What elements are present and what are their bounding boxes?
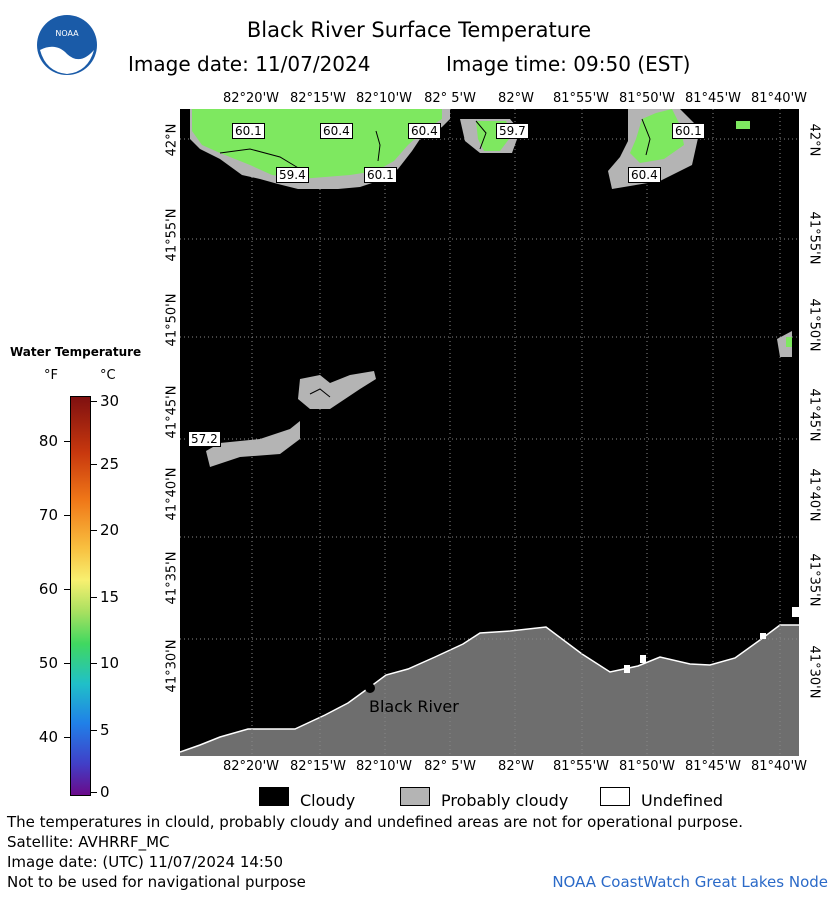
longitude-label: 81°50'W [618,759,676,774]
land-area [180,625,799,756]
longitude-label: 81°40'W [750,91,808,106]
legend-c-tick: 30 [100,392,120,410]
legend-tick-mark [64,737,70,738]
latitude-label: 41°50'N [164,293,180,347]
longitude-label: 82°10'W [355,91,413,106]
latitude-label: 41°35'N [806,553,822,607]
legend-tick-mark [64,663,70,664]
legend-tick-mark [91,730,97,731]
temp-label: 60.1 [672,123,705,139]
latitude-label: 41°30'N [164,639,180,693]
color-scale-bar [70,396,91,796]
legend-c-tick: 25 [100,455,120,473]
legend-c-tick: 0 [100,783,110,801]
longitude-label: 81°50'W [618,91,676,106]
longitude-label: 82°15'W [289,759,347,774]
legend-unit-f: °F [44,368,58,383]
legend-f-tick: 80 [38,432,58,450]
legend-c-tick: 15 [100,588,120,606]
undefined-swatch [600,787,630,806]
map-title: Black River Surface Temperature [246,18,592,42]
latitude-label: 41°30'N [806,645,822,699]
temp-label: 59.4 [276,167,309,183]
shoreline [180,624,799,753]
temp-label: 60.1 [232,123,265,139]
legend-c-tick: 20 [100,521,120,539]
legend-tick-mark [64,441,70,442]
cloudy-label: Cloudy [300,791,356,810]
noaa-logo: NOAA [37,15,97,75]
longitude-label: 82°W [498,91,534,106]
image-time: Image time: 09:50 (EST) [446,52,691,76]
image-date: Image date: 11/07/2024 [128,52,371,76]
undefined-label: Undefined [641,791,724,810]
warm-water-areas [192,109,792,347]
legend-tick-mark [91,792,97,793]
longitude-label: 82°W [498,759,534,774]
latitude-label: 42°N [164,123,180,157]
legend-unit-c: °C [100,368,116,383]
latitude-label: 41°35'N [164,551,180,605]
temp-label: 57.2 [188,431,221,447]
legend-title: Water Temperature [10,345,142,359]
temp-label: 60.4 [320,123,353,139]
temperature-map: 60.1 60.4 60.4 59.7 60.1 59.4 60.1 60.4 … [180,109,799,756]
latitude-label: 41°45'N [806,388,822,442]
temp-label: 60.4 [408,123,441,139]
map-canvas [180,109,799,756]
longitude-label: 82° 5'W [424,91,476,106]
legend-tick-mark [91,464,97,465]
temp-label: 60.1 [364,167,397,183]
utc-date-text: Image date: (UTC) 11/07/2024 14:50 [7,853,284,871]
temp-label: 59.7 [496,123,529,139]
temperature-contours [219,118,651,398]
legend-tick-mark [91,597,97,598]
latitude-label: 41°55'N [806,211,822,265]
logo-text: NOAA [55,29,79,38]
latitude-label: 42°N [806,123,822,157]
longitude-label: 82°20'W [222,759,280,774]
satellite-text: Satellite: AVHRRF_MC [7,833,170,851]
legend-f-tick: 40 [38,728,58,746]
disclaimer-text: The temperatures in clould, probably clo… [7,813,744,831]
longitude-label: 81°55'W [552,759,610,774]
legend-c-tick: 5 [100,721,110,739]
undefined-areas [624,607,799,673]
legend-tick-mark [64,589,70,590]
legend-tick-mark [64,515,70,516]
legend-f-tick: 60 [38,580,58,598]
legend-c-tick: 10 [100,654,120,672]
cloudy-swatch [259,787,289,806]
longitude-label: 82°15'W [289,91,347,106]
legend-tick-mark [91,530,97,531]
probably-cloudy-label: Probably cloudy [441,791,569,810]
longitude-label: 81°40'W [750,759,808,774]
temp-label: 60.4 [628,167,661,183]
longitude-label: 82°10'W [355,759,413,774]
longitude-label: 81°55'W [552,91,610,106]
legend-tick-mark [91,401,97,402]
probably-cloudy-swatch [400,787,430,806]
longitude-label: 82° 5'W [424,759,476,774]
longitude-label: 82°20'W [222,91,280,106]
station-marker [365,683,375,693]
legend-f-tick: 70 [38,506,58,524]
latitude-label: 41°45'N [164,385,180,439]
legend-f-tick: 50 [38,654,58,672]
longitude-label: 81°45'W [684,759,742,774]
credit-text: NOAA CoastWatch Great Lakes Node [552,873,828,891]
latitude-label: 41°55'N [164,208,180,262]
latitude-label: 41°40'N [806,468,822,522]
station-label: Black River [369,697,459,716]
latitude-label: 41°50'N [806,298,822,352]
navigation-warning: Not to be used for navigational purpose [7,873,306,891]
longitude-label: 81°45'W [684,91,742,106]
legend-tick-mark [91,663,97,664]
latitude-label: 41°40'N [164,467,180,521]
